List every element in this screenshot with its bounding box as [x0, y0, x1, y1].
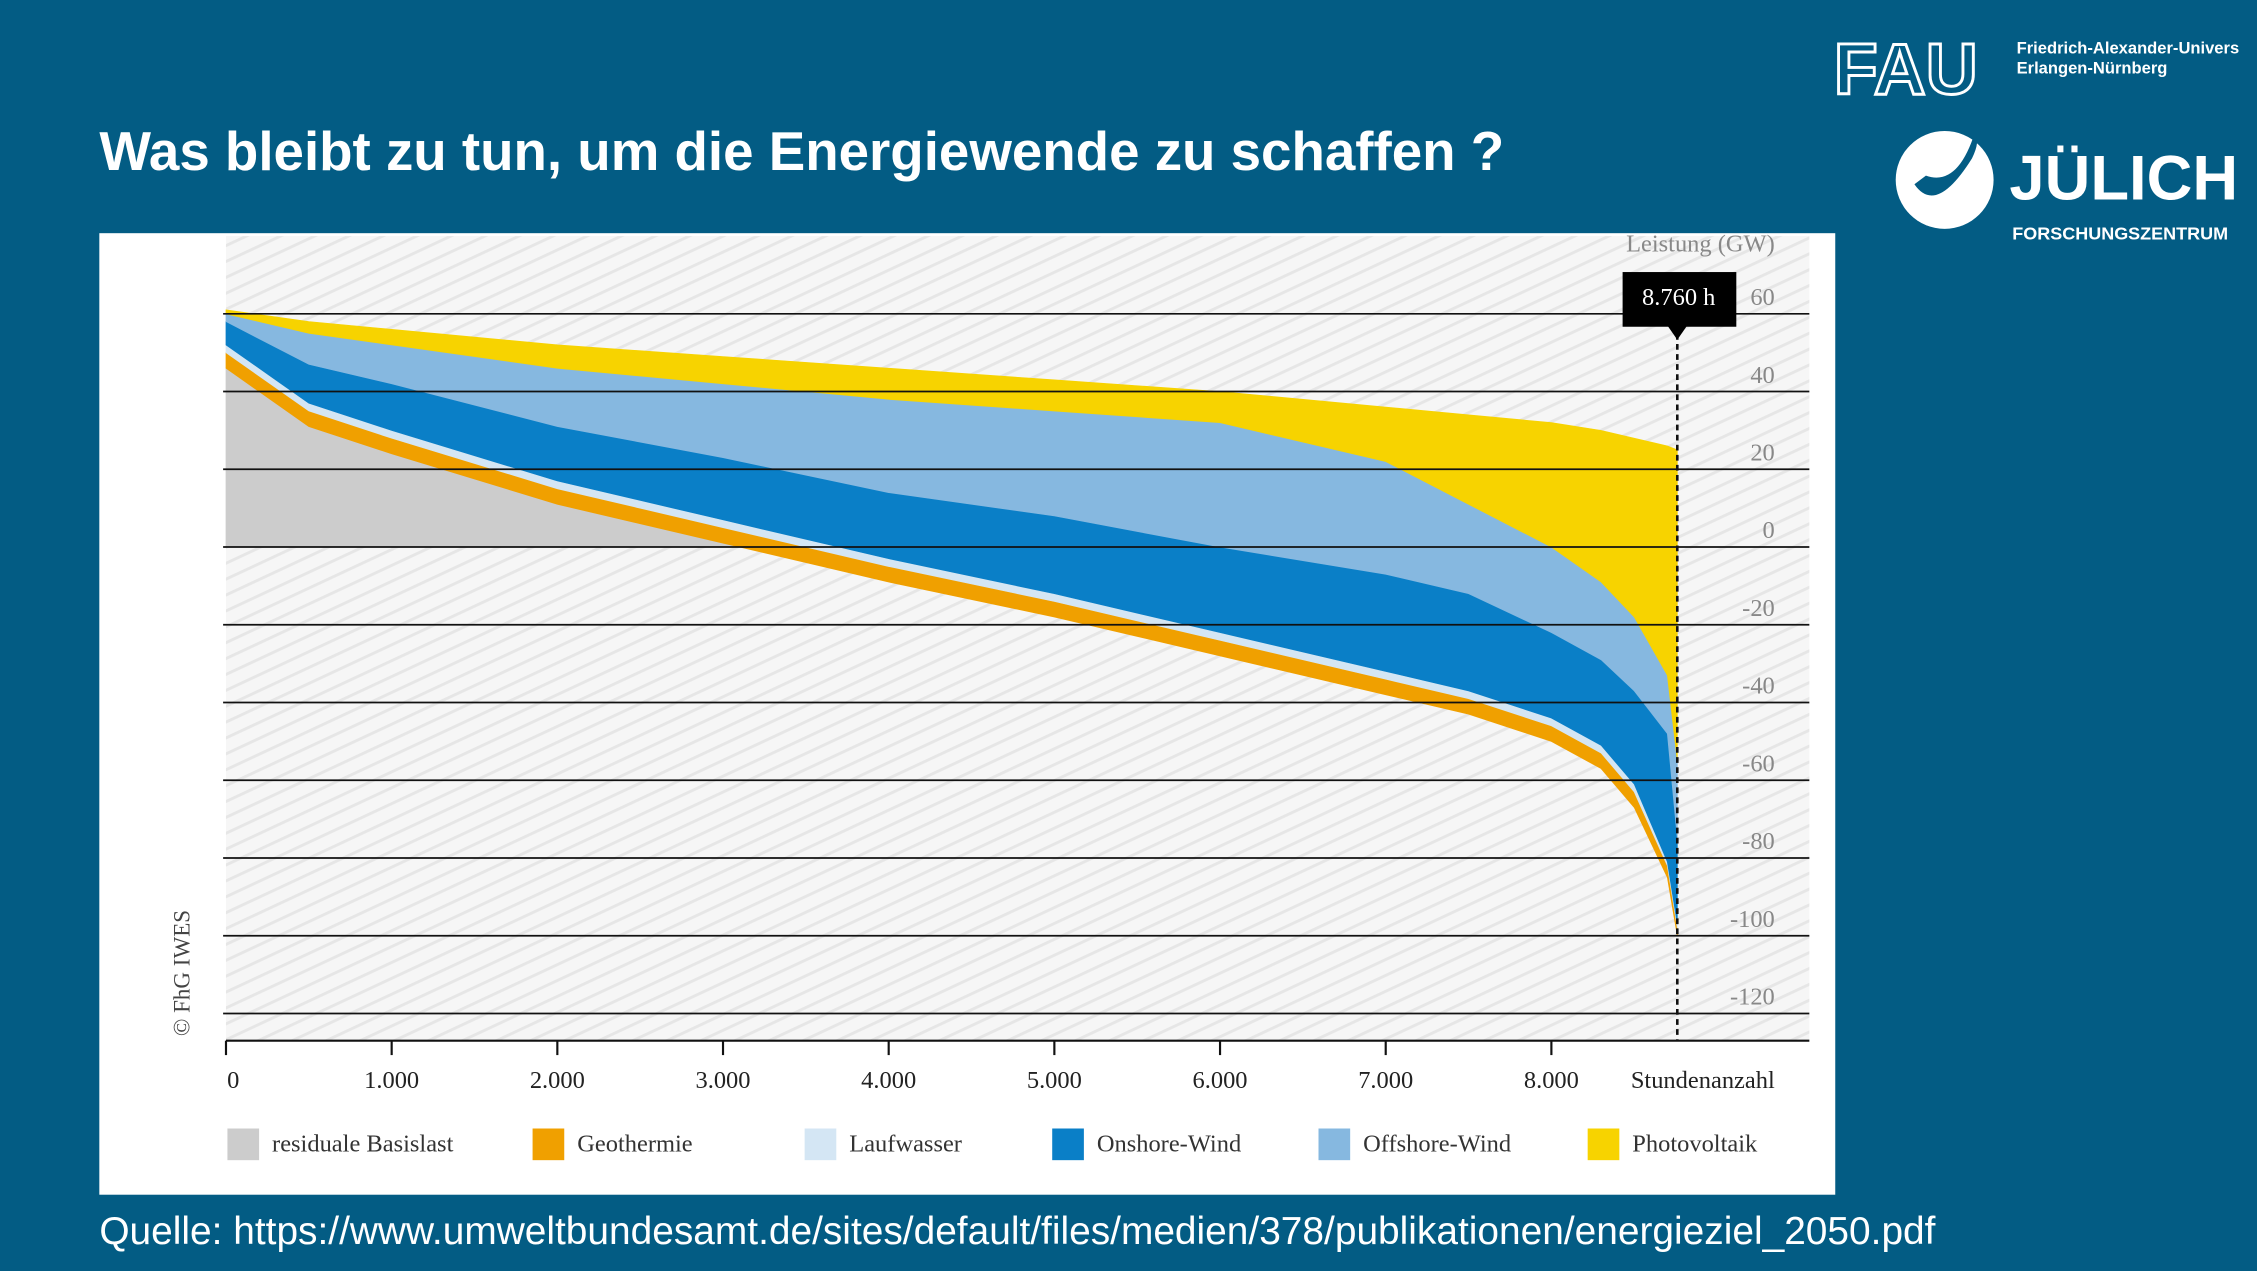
- axes: 60 40 20 0 -20 -40 -60 -80 -100 -120 0 1.000 2.000 3.…: [223, 272, 1810, 1094]
- legend-label: Laufwasser: [849, 1130, 962, 1157]
- legend: residuale Basislast Geothermie Laufwasser O…: [227, 1128, 1758, 1161]
- juelich-icon-swoosh: [1914, 132, 1978, 196]
- y-tick-label: -40: [1742, 673, 1775, 700]
- areas: [225, 309, 1678, 936]
- x-tick-label: 5.000: [1027, 1067, 1082, 1094]
- fau-logo: FAU: [1834, 30, 1978, 110]
- legend-swatch: [227, 1128, 260, 1161]
- y-tick-label: -60: [1742, 750, 1775, 777]
- legend-swatch: [1052, 1128, 1084, 1161]
- legend-label: Photovoltaik: [1632, 1130, 1758, 1157]
- slide-title: Was bleibt zu tun, um die Energiewende z…: [99, 120, 1504, 182]
- y-axis-label: Leistung (GW): [1626, 231, 1775, 258]
- legend-label: residuale Basislast: [272, 1130, 454, 1157]
- legend-label: Onshore-Wind: [1097, 1130, 1241, 1157]
- fau-subtitle: Friedrich-Alexander-Univers: [2017, 38, 2240, 57]
- y-tick-label: 20: [1750, 440, 1774, 467]
- x-tick-label: 0: [227, 1067, 239, 1094]
- y-tick-label: 60: [1750, 284, 1774, 311]
- x-tick-label: 8.000: [1524, 1067, 1579, 1094]
- legend-swatch: [804, 1128, 837, 1161]
- y-tick-label: -80: [1742, 828, 1775, 855]
- x-tick-label: 3.000: [695, 1067, 750, 1094]
- copyright: © FhG IWES: [169, 910, 195, 1036]
- x-tick-label: 1.000: [364, 1067, 419, 1094]
- x-tick-label: 7.000: [1358, 1067, 1413, 1094]
- x-tick-label: 6.000: [1193, 1067, 1248, 1094]
- legend-swatch: [532, 1128, 565, 1161]
- juelich-logo: JÜLICH: [2009, 144, 2238, 214]
- annotation-box: [1622, 272, 1737, 327]
- y-tick-label: 0: [1763, 517, 1775, 544]
- y-tick-label: 40: [1750, 362, 1774, 389]
- y-tick-label: -20: [1742, 595, 1775, 622]
- y-tick-label: -100: [1730, 906, 1775, 933]
- x-tick-label: 2.000: [530, 1067, 585, 1094]
- fau-subtitle: Erlangen-Nürnberg: [2017, 58, 2168, 77]
- legend-label: Geothermie: [577, 1130, 692, 1157]
- source: Quelle: https://www.umweltbundesamt.de/s…: [99, 1210, 1935, 1253]
- x-axis-label: Stundenanzahl: [1631, 1067, 1775, 1094]
- area-base: [225, 367, 1678, 548]
- y-tick-label: -120: [1730, 984, 1775, 1011]
- legend-swatch: [1587, 1128, 1620, 1161]
- legend-label: Offshore-Wind: [1363, 1130, 1511, 1157]
- x-tick-label: 4.000: [861, 1067, 916, 1094]
- annotation-label: 8.760 h: [1642, 284, 1715, 311]
- juelich-subtitle: FORSCHUNGSZENTRUM: [2012, 223, 2228, 243]
- annotation-pointer: [1667, 325, 1688, 340]
- legend-swatch: [1318, 1128, 1351, 1161]
